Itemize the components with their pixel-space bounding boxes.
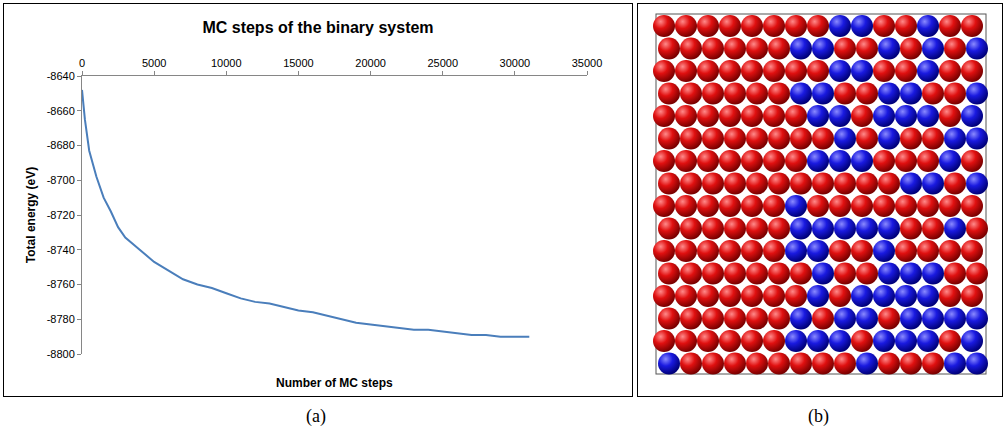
svg-text:-8700: -8700 [47, 174, 75, 186]
svg-text:-8780: -8780 [47, 313, 75, 325]
svg-text:Total energy (eV): Total energy (eV) [24, 167, 38, 263]
svg-text:-8740: -8740 [47, 244, 75, 256]
svg-text:MC steps of the binary system: MC steps of the binary system [202, 19, 433, 36]
svg-text:15000: 15000 [283, 57, 314, 69]
svg-text:-8680: -8680 [47, 139, 75, 151]
svg-text:-8660: -8660 [47, 105, 75, 117]
html-text:(a): (a) [306, 406, 326, 426]
svg-text:25000: 25000 [427, 57, 458, 69]
svg-text:20000: 20000 [355, 57, 386, 69]
svg-text:-8760: -8760 [47, 278, 75, 290]
svg-text:-8640: -8640 [47, 70, 75, 82]
svg-text:0: 0 [79, 57, 85, 69]
svg-text:-8720: -8720 [47, 209, 75, 221]
svg-text:10000: 10000 [211, 57, 242, 69]
svg-text:-8800: -8800 [47, 348, 75, 360]
svg-text:35000: 35000 [572, 57, 603, 69]
svg-text:5000: 5000 [142, 57, 166, 69]
svg-text:Number of MC steps: Number of MC steps [276, 376, 393, 390]
html-text:(b): (b) [808, 406, 829, 426]
svg-text:30000: 30000 [500, 57, 531, 69]
